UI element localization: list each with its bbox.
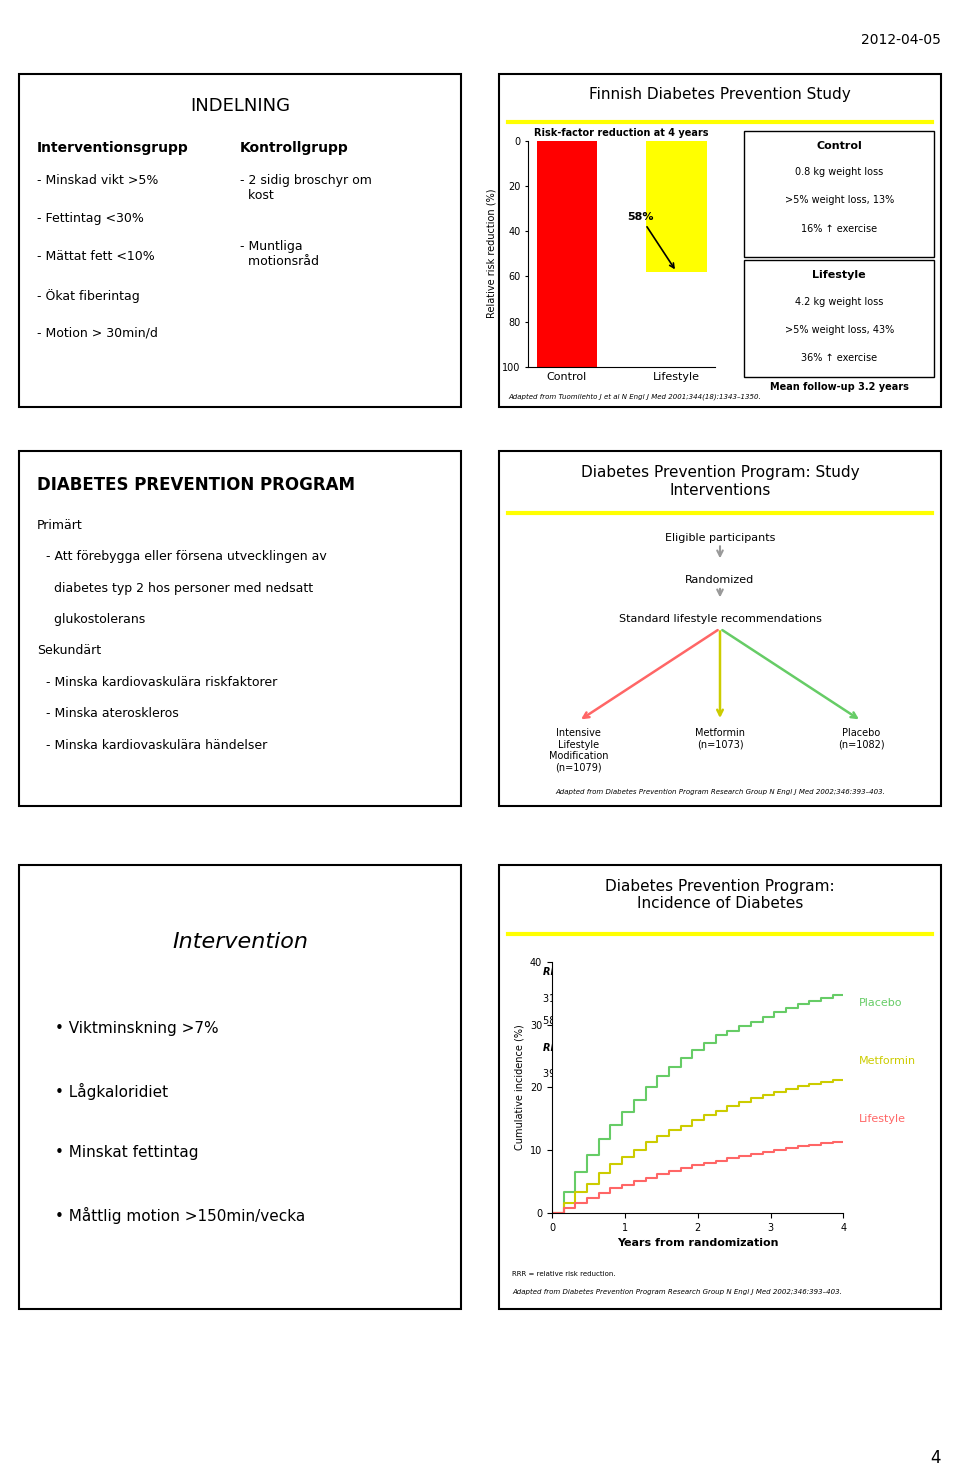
Text: • Måttlig motion >150min/vecka: • Måttlig motion >150min/vecka [55,1207,304,1225]
Text: - Minska ateroskleros: - Minska ateroskleros [46,707,179,720]
Text: 4: 4 [930,1449,941,1467]
Text: Placebo: Placebo [859,998,902,1009]
FancyBboxPatch shape [19,865,461,1309]
Text: RRR = relative risk reduction.: RRR = relative risk reduction. [513,1272,616,1278]
Text: • Minskat fettintag: • Minskat fettintag [55,1145,198,1160]
Text: • Viktminskning >7%: • Viktminskning >7% [55,1021,218,1035]
Text: Kontrollgrupp: Kontrollgrupp [240,141,348,154]
Text: Intensive
Lifestyle
Modification
(n=1079): Intensive Lifestyle Modification (n=1079… [549,728,609,772]
Text: RRR vs. metformin: RRR vs. metformin [543,1043,646,1053]
Text: Lifestyle: Lifestyle [812,271,866,281]
Text: RRR vs. placebo: RRR vs. placebo [543,967,632,978]
Text: Eligible participants: Eligible participants [665,532,775,543]
Text: Diabetes Prevention Program: Study
Interventions: Diabetes Prevention Program: Study Inter… [581,466,859,498]
X-axis label: Years from randomization: Years from randomization [617,1238,779,1248]
Text: Interventionsgrupp: Interventionsgrupp [36,141,188,154]
Text: - Ökat fiberintag: - Ökat fiberintag [36,288,139,303]
Text: • Lågkaloridiet: • Lågkaloridiet [55,1083,168,1100]
Text: - Att förebygga eller försena utvecklingen av: - Att förebygga eller försena utveckling… [46,550,326,563]
Text: Standard lifestyle recommendations: Standard lifestyle recommendations [618,614,822,624]
Text: 58%: 58% [627,211,674,268]
FancyBboxPatch shape [499,74,941,407]
Text: Adapted from Tuomilehto J et al N Engl J Med 2001;344(18):1343–1350.: Adapted from Tuomilehto J et al N Engl J… [508,393,760,399]
Text: Randomized: Randomized [685,575,755,586]
FancyBboxPatch shape [744,130,934,257]
Title: Risk-factor reduction at 4 years: Risk-factor reduction at 4 years [535,129,708,139]
Text: - Minskad vikt >5%: - Minskad vikt >5% [36,175,158,186]
Text: Primärt: Primärt [36,519,83,531]
Text: Placebo
(n=1082): Placebo (n=1082) [838,728,884,750]
Bar [646,141,707,272]
Text: 58% by lifestyle: 58% by lifestyle [543,1016,621,1026]
Text: DIABETES PREVENTION PROGRAM: DIABETES PREVENTION PROGRAM [36,476,355,494]
Text: 2012-04-05: 2012-04-05 [861,33,941,46]
Text: - Fettintag <30%: - Fettintag <30% [36,211,144,225]
Text: >5% weight loss, 13%: >5% weight loss, 13% [784,195,894,206]
Text: Sekundärt: Sekundärt [36,645,101,657]
Text: glukostolerans: glukostolerans [46,612,145,626]
Bar [537,141,597,367]
Text: 31% by metformin: 31% by metformin [543,994,634,1004]
Y-axis label: Cumulative incidence (%): Cumulative incidence (%) [515,1025,524,1151]
Text: Metformin: Metformin [859,1056,916,1066]
FancyBboxPatch shape [499,451,941,806]
Text: - Minska kardiovaskulära händelser: - Minska kardiovaskulära händelser [46,738,267,751]
Text: Adapted from Diabetes Prevention Program Research Group N Engl J Med 2002;346:39: Adapted from Diabetes Prevention Program… [555,790,885,796]
Text: Lifestyle: Lifestyle [859,1114,906,1124]
Text: 4.2 kg weight loss: 4.2 kg weight loss [795,297,883,308]
Text: - Muntliga
  motionsråd: - Muntliga motionsråd [240,241,319,268]
Text: Intervention: Intervention [172,932,308,952]
FancyBboxPatch shape [19,451,461,806]
Text: Finnish Diabetes Prevention Study: Finnish Diabetes Prevention Study [589,87,851,102]
Y-axis label: Relative risk reduction (%): Relative risk reduction (%) [487,189,496,318]
Text: - Mättat fett <10%: - Mättat fett <10% [36,250,155,263]
Text: - Minska kardiovaskulära riskfaktorer: - Minska kardiovaskulära riskfaktorer [46,676,276,689]
Text: >5% weight loss, 43%: >5% weight loss, 43% [784,325,894,336]
Text: Control: Control [816,141,862,151]
Text: 36% ↑ exercise: 36% ↑ exercise [802,353,877,364]
Text: diabetes typ 2 hos personer med nedsatt: diabetes typ 2 hos personer med nedsatt [46,581,313,595]
Text: Diabetes Prevention Program:
Incidence of Diabetes: Diabetes Prevention Program: Incidence o… [605,879,835,911]
FancyBboxPatch shape [19,74,461,407]
Text: 0.8 kg weight loss: 0.8 kg weight loss [795,167,883,177]
Text: 39% by lifestyle: 39% by lifestyle [543,1069,621,1080]
FancyBboxPatch shape [499,865,941,1309]
Text: Adapted from Diabetes Prevention Program Research Group N Engl J Med 2002;346:39: Adapted from Diabetes Prevention Program… [513,1288,842,1296]
FancyBboxPatch shape [744,260,934,377]
Text: - Motion > 30min/d: - Motion > 30min/d [36,327,157,340]
Text: - 2 sidig broschyr om
  kost: - 2 sidig broschyr om kost [240,175,372,201]
Text: Mean follow-up 3.2 years: Mean follow-up 3.2 years [770,382,909,392]
Text: Metformin
(n=1073): Metformin (n=1073) [695,728,745,750]
Text: INDELNING: INDELNING [190,98,290,115]
Text: 16% ↑ exercise: 16% ↑ exercise [802,223,877,234]
